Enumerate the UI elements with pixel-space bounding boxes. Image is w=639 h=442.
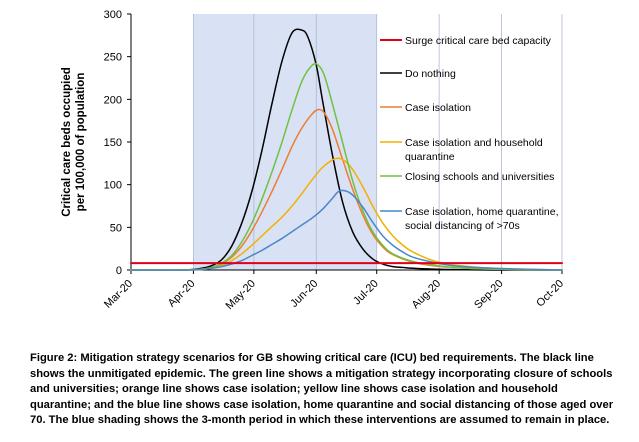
series-line-do-nothing <box>130 28 563 271</box>
legend-label-case-isolation-and-household-quarantine-line-2: quarantine <box>405 151 455 163</box>
x-tick-label-jul-20: Jul-20 <box>351 278 381 308</box>
series-line-closing-schools-and-universities <box>130 62 563 271</box>
legend-label-do-nothing: Do nothing <box>405 68 456 80</box>
series-line-case-isolation-and-household-quarantine <box>130 157 563 271</box>
y-axis-label-line-2: per 100,000 of population <box>75 73 87 212</box>
x-tick-label-mar-20: Mar-20 <box>102 278 135 311</box>
y-tick-label-250: 250 <box>104 52 122 64</box>
x-tick-label-jun-20: Jun-20 <box>288 278 320 310</box>
y-tick-label-150: 150 <box>104 137 122 149</box>
chart: 0 50 100 150 200 250 300 Mar-20 Apr-20 May-20 Jun-… <box>61 9 566 312</box>
x-tick-label-aug-20: Aug-20 <box>410 278 444 312</box>
legend-label-closing-schools-and-universities: Closing schools and universities <box>405 171 554 183</box>
y-tick-label-200: 200 <box>104 94 122 106</box>
y-tick-label-0: 0 <box>116 265 122 277</box>
y-tick-label-100: 100 <box>104 180 122 192</box>
legend-label-case-isolation-home-quarantine-social-distancing-of-70s: Case isolation, home quarantine, <box>405 206 559 218</box>
x-tick-label-sep-20: Sep-20 <box>472 278 506 312</box>
legend-label-case-isolation-and-household-quarantine: Case isolation and household <box>405 137 543 149</box>
intervention-period-shading <box>193 14 377 270</box>
y-axis-label-line-1: Critical care beds occupied <box>61 67 73 217</box>
y-tick-label-300: 300 <box>104 9 122 21</box>
legend-label-case-isolation-home-quarantine-social-distancing-of-70s-line-2: social distancing of >70s <box>405 220 520 232</box>
x-tick-label-may-20: May-20 <box>224 278 258 312</box>
x-tick-label-oct-20: Oct-20 <box>534 278 566 310</box>
x-tick-label-apr-20: Apr-20 <box>166 278 198 310</box>
legend-label-case-isolation: Case isolation <box>405 102 471 114</box>
y-tick-label-50: 50 <box>110 222 122 234</box>
legend-label-surge-critical-care-bed-capacity: Surge critical care bed capacity <box>405 35 552 47</box>
figure-caption: Figure 2: Mitigation strategy scenarios … <box>30 352 614 427</box>
